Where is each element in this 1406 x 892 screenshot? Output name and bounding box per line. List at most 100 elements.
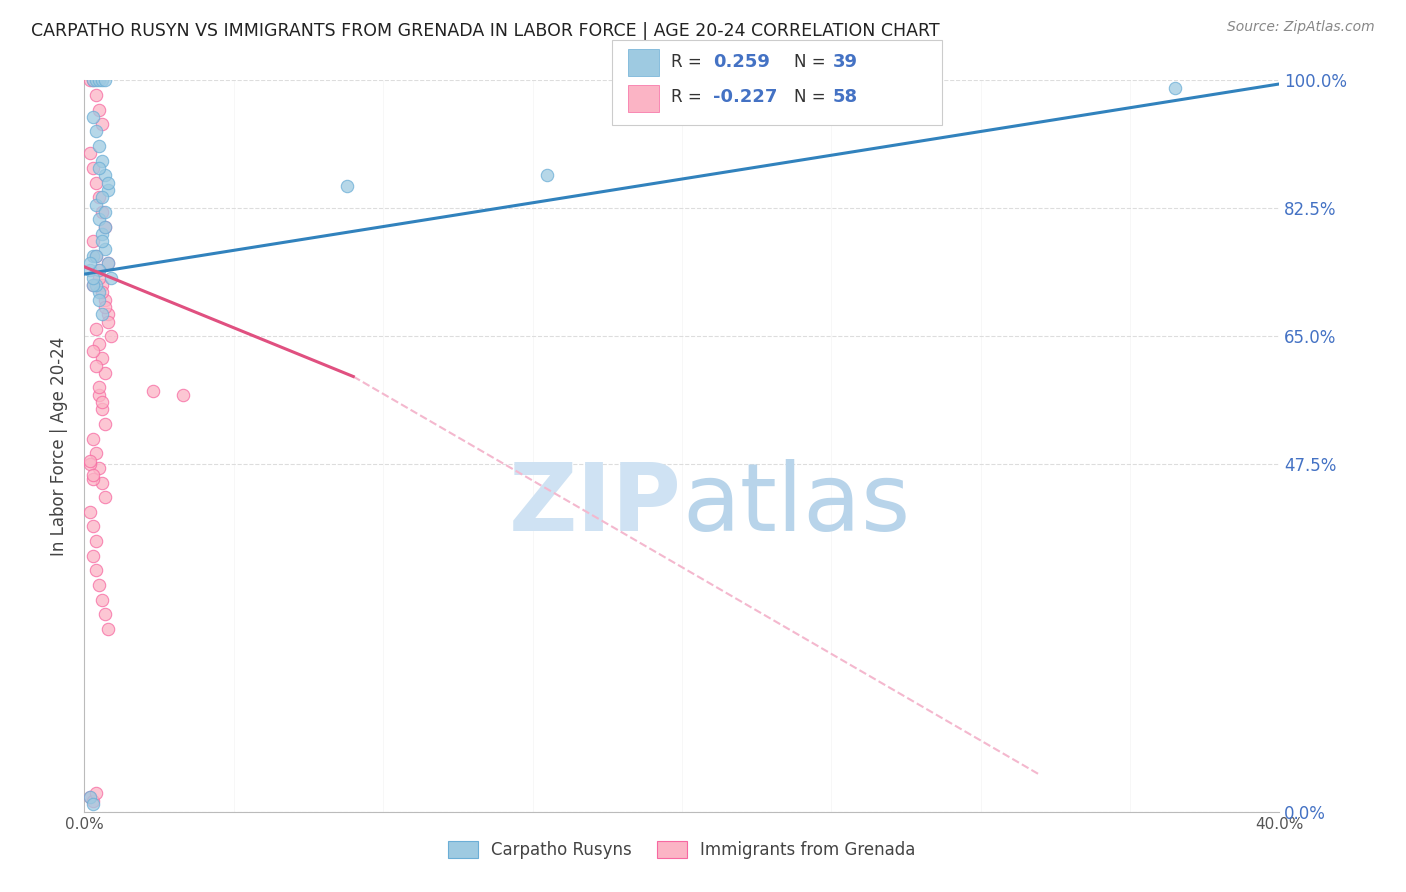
Point — [86, 249, 108, 263]
Point — [91, 205, 114, 219]
Point — [86, 197, 108, 211]
Point — [79, 263, 101, 277]
Point — [91, 307, 114, 321]
Point — [89, 336, 111, 351]
Text: -0.227: -0.227 — [713, 88, 778, 106]
Point — [79, 505, 101, 519]
Point — [86, 446, 108, 460]
Point — [97, 256, 120, 270]
Point — [82, 249, 104, 263]
Point — [94, 169, 117, 183]
Text: atlas: atlas — [682, 458, 910, 550]
Point — [97, 622, 120, 636]
Point — [89, 461, 111, 475]
Point — [536, 169, 558, 183]
Point — [82, 234, 104, 248]
Point — [82, 472, 104, 486]
Point — [94, 490, 117, 504]
Text: ZIP: ZIP — [509, 458, 682, 550]
Point — [82, 343, 104, 358]
Point — [1164, 80, 1187, 95]
Point — [86, 73, 108, 87]
Point — [86, 278, 108, 293]
Point — [82, 432, 104, 446]
Point — [100, 329, 122, 343]
Point — [94, 219, 117, 234]
Point — [86, 176, 108, 190]
Point — [91, 117, 114, 131]
Point — [91, 285, 114, 300]
Point — [94, 417, 117, 431]
Point — [91, 234, 114, 248]
Point — [89, 73, 111, 87]
Point — [97, 183, 120, 197]
Point — [86, 359, 108, 373]
Point — [89, 285, 111, 300]
Point — [91, 351, 114, 366]
Point — [97, 256, 120, 270]
Point — [79, 146, 101, 161]
Point — [82, 549, 104, 563]
Text: CARPATHO RUSYN VS IMMIGRANTS FROM GRENADA IN LABOR FORCE | AGE 20-24 CORRELATION: CARPATHO RUSYN VS IMMIGRANTS FROM GRENAD… — [31, 22, 939, 40]
Point — [86, 124, 108, 138]
Text: 0.259: 0.259 — [713, 53, 769, 70]
Point — [94, 242, 117, 256]
Point — [89, 263, 111, 277]
Point — [100, 270, 122, 285]
Text: N =: N = — [794, 88, 831, 106]
Point — [94, 219, 117, 234]
Point — [82, 468, 104, 483]
Point — [79, 256, 101, 270]
Point — [79, 790, 101, 805]
Text: N =: N = — [794, 53, 831, 70]
Point — [94, 366, 117, 380]
Text: R =: R = — [671, 88, 707, 106]
Point — [91, 153, 114, 168]
Point — [89, 578, 111, 592]
Point — [82, 278, 104, 293]
Point — [91, 73, 114, 87]
Point — [89, 388, 111, 402]
Y-axis label: In Labor Force | Age 20-24: In Labor Force | Age 20-24 — [51, 336, 69, 556]
Point — [89, 139, 111, 153]
Point — [94, 607, 117, 622]
Point — [82, 794, 104, 808]
Point — [172, 388, 194, 402]
Point — [91, 278, 114, 293]
Point — [89, 103, 111, 117]
Text: Source: ZipAtlas.com: Source: ZipAtlas.com — [1227, 20, 1375, 34]
Text: 39: 39 — [832, 53, 858, 70]
Legend: Carpatho Rusyns, Immigrants from Grenada: Carpatho Rusyns, Immigrants from Grenada — [441, 834, 922, 865]
Point — [97, 307, 120, 321]
Point — [91, 190, 114, 204]
Point — [82, 161, 104, 175]
Point — [91, 402, 114, 417]
Point — [82, 110, 104, 124]
Point — [79, 73, 101, 87]
Point — [142, 384, 165, 399]
Point — [94, 293, 117, 307]
Point — [89, 293, 111, 307]
Point — [82, 73, 104, 87]
Point — [89, 380, 111, 394]
Point — [86, 87, 108, 102]
Point — [89, 161, 111, 175]
Point — [89, 190, 111, 204]
Text: R =: R = — [671, 53, 707, 70]
Point — [79, 457, 101, 471]
Point — [86, 563, 108, 577]
Point — [86, 787, 108, 801]
Point — [82, 519, 104, 533]
Point — [89, 263, 111, 277]
Point — [86, 322, 108, 336]
Point — [79, 790, 101, 805]
Point — [97, 176, 120, 190]
Point — [79, 453, 101, 467]
Point — [91, 395, 114, 409]
Point — [94, 205, 117, 219]
Point — [94, 73, 117, 87]
Point — [97, 315, 120, 329]
Point — [86, 249, 108, 263]
Point — [91, 227, 114, 241]
Point — [82, 270, 104, 285]
